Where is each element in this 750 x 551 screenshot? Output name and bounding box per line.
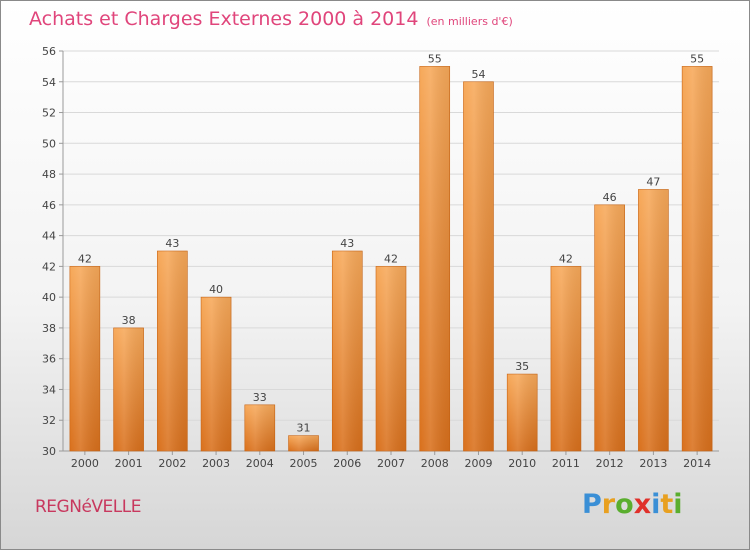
data-label: 47: [646, 175, 660, 188]
bar-shine: [419, 66, 450, 451]
proxiti-logo[interactable]: Proxiti: [582, 489, 683, 520]
bar-shine: [594, 204, 625, 451]
y-tick-label: 36: [42, 353, 56, 366]
y-tick-label: 48: [42, 168, 56, 181]
x-tick-label: 2002: [158, 457, 186, 470]
bar-shine: [332, 251, 363, 451]
x-tick-label: 2006: [333, 457, 361, 470]
location-name: REGNéVELLE: [35, 497, 141, 517]
x-tick-label: 2010: [508, 457, 536, 470]
logo-letter: o: [615, 489, 634, 520]
y-tick-label: 34: [42, 383, 56, 396]
bar-shine: [113, 327, 144, 451]
x-tick-label: 2014: [683, 457, 711, 470]
x-tick-label: 2000: [71, 457, 99, 470]
chart-subtitle: (en milliers d'€): [426, 15, 513, 28]
bar-shine: [376, 266, 406, 451]
bar-shine: [507, 374, 538, 451]
y-tick-label: 32: [42, 414, 56, 427]
chart-title: Achats et Charges Externes 2000 à 2014 (e…: [29, 8, 513, 30]
data-label: 42: [78, 252, 92, 265]
data-label: 40: [209, 283, 223, 296]
data-label: 43: [165, 237, 179, 250]
bar-shine: [244, 404, 275, 451]
logo-letter: t: [660, 489, 674, 520]
x-tick-label: 2011: [552, 457, 580, 470]
y-tick-label: 46: [42, 199, 56, 212]
y-tick-label: 50: [42, 137, 56, 150]
bar-shine: [550, 266, 581, 451]
y-tick-label: 40: [42, 291, 56, 304]
logo-letter: P: [582, 489, 602, 520]
x-tick-label: 2005: [290, 457, 318, 470]
logo-letter: r: [601, 489, 616, 520]
x-tick-label: 2008: [421, 457, 449, 470]
y-tick-label: 30: [42, 445, 56, 458]
bar-shine: [201, 297, 232, 451]
data-label: 33: [253, 391, 267, 404]
x-tick-label: 2012: [596, 457, 624, 470]
data-label: 35: [515, 360, 529, 373]
data-label: 43: [340, 237, 354, 250]
logo-letter: i: [651, 489, 661, 520]
x-tick-label: 2001: [115, 457, 143, 470]
labels: 30 32 34 36 38 40 42 44 46 48 50 52 54 56 42 2000 38 2001…: [42, 45, 711, 470]
bar-shine: [682, 66, 713, 451]
data-label: 42: [384, 252, 398, 265]
x-tick-label: 2004: [246, 457, 274, 470]
data-label: 55: [428, 52, 442, 65]
bar-shine: [638, 189, 669, 451]
y-tick-label: 56: [42, 45, 56, 58]
bars: [69, 66, 713, 452]
bar-shine: [69, 266, 100, 451]
x-tick-label: 2013: [639, 457, 667, 470]
data-label: 55: [690, 52, 704, 65]
chart-title-text: Achats et Charges Externes 2000 à 2014: [29, 8, 419, 30]
data-label: 46: [603, 191, 617, 204]
bar-shine: [157, 251, 188, 451]
bar-shine: [463, 81, 494, 452]
x-tick-label: 2007: [377, 457, 405, 470]
data-label: 38: [122, 314, 136, 327]
y-tick-label: 38: [42, 322, 56, 335]
y-tick-label: 42: [42, 260, 56, 273]
data-label: 31: [297, 422, 311, 435]
y-tick-label: 52: [42, 107, 56, 120]
x-tick-label: 2003: [202, 457, 230, 470]
logo-letter: x: [633, 489, 652, 520]
y-tick-label: 44: [42, 230, 56, 243]
data-label: 54: [471, 68, 485, 81]
y-tick-label: 54: [42, 76, 56, 89]
logo-letter: i: [673, 489, 683, 520]
x-tick-label: 2009: [464, 457, 492, 470]
bar-shine: [288, 435, 319, 451]
data-label: 42: [559, 252, 573, 265]
